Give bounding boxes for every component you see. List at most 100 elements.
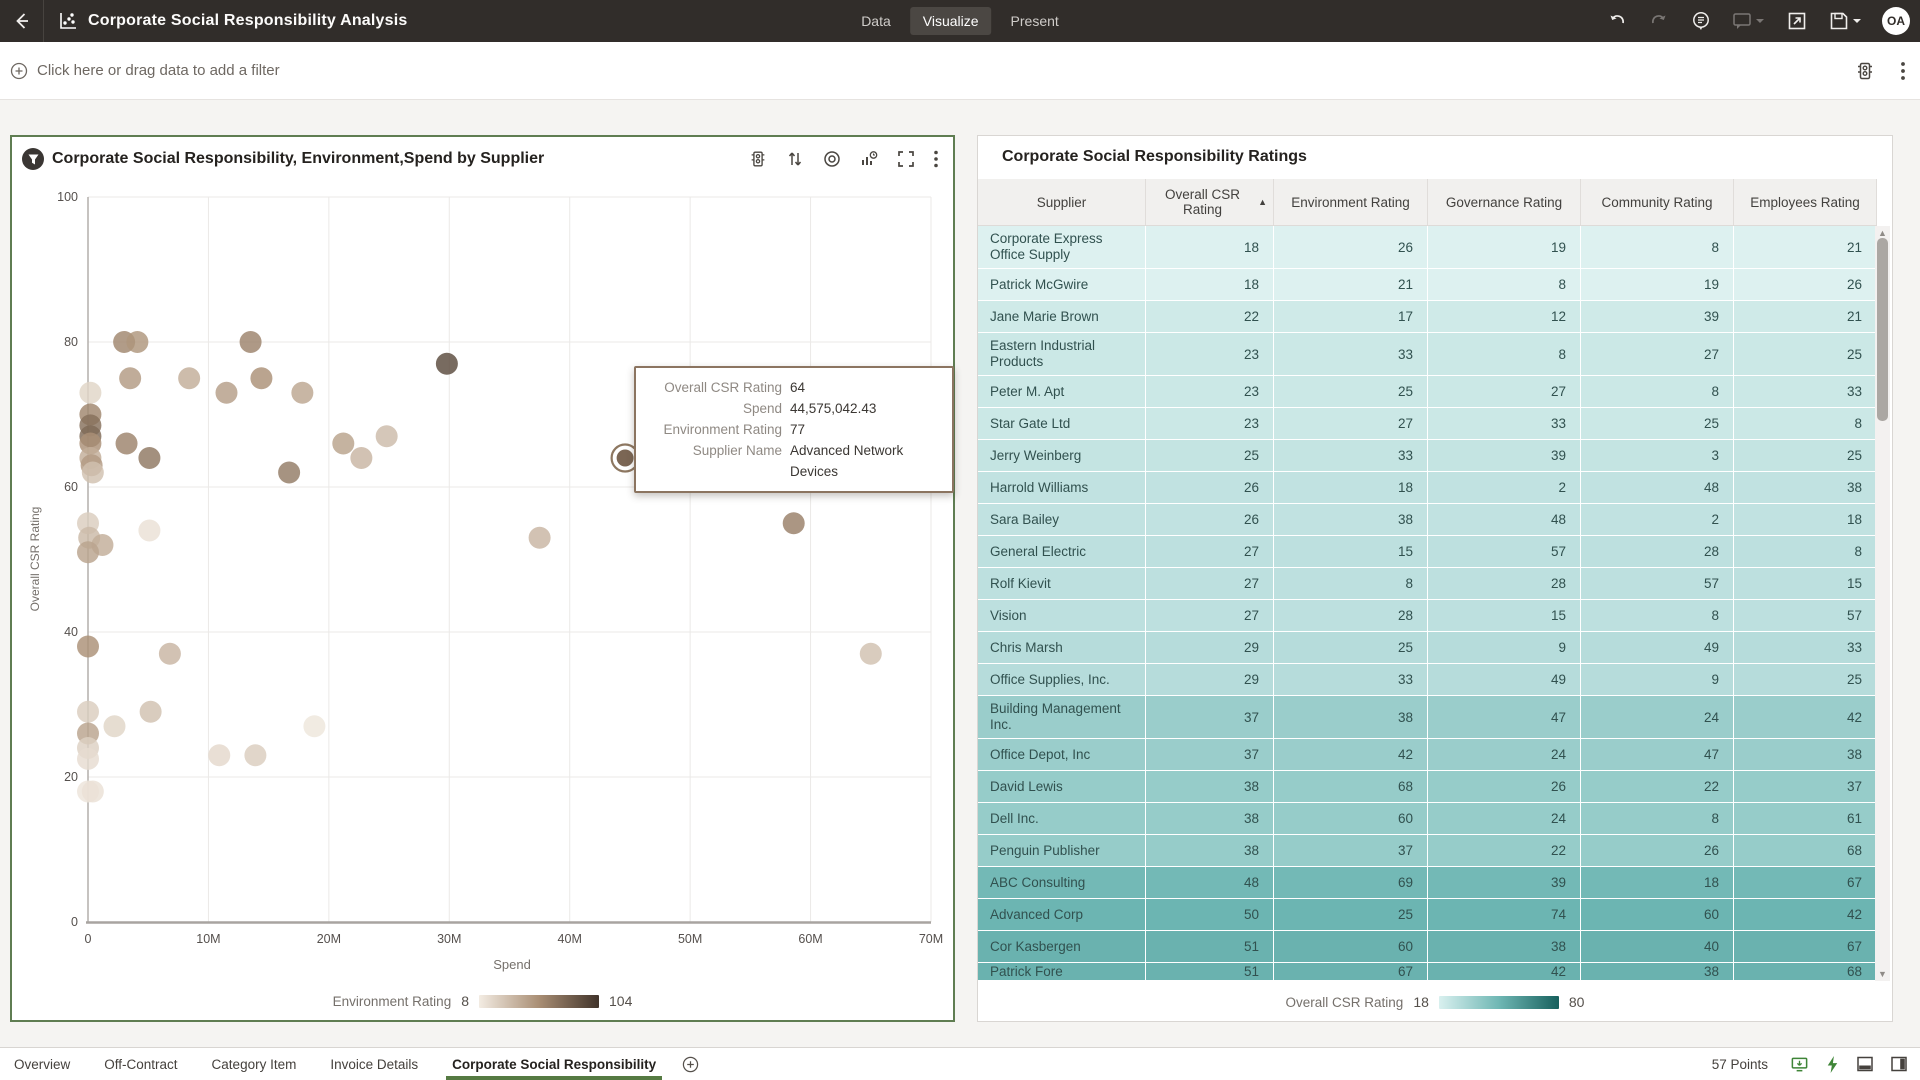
data-point[interactable]	[77, 636, 99, 658]
column-header-supplier[interactable]: Supplier	[978, 179, 1146, 225]
value-cell[interactable]: 42	[1428, 963, 1581, 981]
data-point[interactable]	[77, 748, 99, 770]
value-cell[interactable]: 60	[1274, 931, 1428, 963]
table-row[interactable]: Rolf Kievit278285715	[978, 568, 1877, 600]
value-cell[interactable]: 33	[1274, 440, 1428, 472]
data-point[interactable]	[278, 462, 300, 484]
back-button[interactable]	[0, 0, 44, 42]
value-cell[interactable]: 26	[1146, 504, 1274, 536]
value-cell[interactable]: 48	[1581, 472, 1734, 504]
value-cell[interactable]: 33	[1428, 408, 1581, 440]
value-cell[interactable]: 68	[1274, 771, 1428, 803]
data-point[interactable]	[529, 527, 551, 549]
value-cell[interactable]: 49	[1581, 632, 1734, 664]
scrollbar-thumb[interactable]	[1877, 238, 1888, 421]
table-row[interactable]: Dell Inc.386024861	[978, 803, 1877, 835]
table-row[interactable]: Eastern Industrial Products233382725	[978, 333, 1877, 376]
value-cell[interactable]: 26	[1734, 269, 1877, 301]
supplier-cell[interactable]: ABC Consulting	[978, 867, 1146, 899]
table-row[interactable]: ABC Consulting4869391867	[978, 867, 1877, 899]
table-row[interactable]: General Electric271557288	[978, 536, 1877, 568]
supplier-cell[interactable]: Jane Marie Brown	[978, 301, 1146, 333]
value-cell[interactable]: 25	[1146, 440, 1274, 472]
data-point[interactable]	[250, 367, 272, 389]
value-cell[interactable]: 38	[1146, 803, 1274, 835]
value-cell[interactable]: 39	[1581, 301, 1734, 333]
column-header-employees-rating[interactable]: Employees Rating	[1734, 179, 1877, 225]
value-cell[interactable]: 21	[1734, 301, 1877, 333]
value-cell[interactable]: 9	[1581, 664, 1734, 696]
table-row[interactable]: Patrick McGwire182181926	[978, 269, 1877, 301]
data-point[interactable]	[303, 715, 325, 737]
filter-bar-menu-icon[interactable]	[1900, 60, 1906, 82]
column-header-environment-rating[interactable]: Environment Rating	[1274, 179, 1428, 225]
value-cell[interactable]: 27	[1146, 600, 1274, 632]
value-cell[interactable]: 38	[1581, 963, 1734, 981]
data-point[interactable]	[436, 353, 458, 375]
comments-icon[interactable]	[1732, 10, 1766, 32]
value-cell[interactable]: 37	[1146, 696, 1274, 739]
value-cell[interactable]: 25	[1734, 440, 1877, 472]
data-point[interactable]	[332, 433, 354, 455]
value-cell[interactable]: 21	[1274, 269, 1428, 301]
value-cell[interactable]: 23	[1146, 376, 1274, 408]
table-row[interactable]: Patrick Fore5167423868	[978, 963, 1877, 981]
tab-visualize[interactable]: Visualize	[910, 7, 992, 35]
value-cell[interactable]: 27	[1146, 536, 1274, 568]
value-cell[interactable]: 42	[1274, 739, 1428, 771]
value-cell[interactable]: 8	[1734, 408, 1877, 440]
supplier-cell[interactable]: David Lewis	[978, 771, 1146, 803]
supplier-cell[interactable]: Jerry Weinberg	[978, 440, 1146, 472]
table-row[interactable]: Cor Kasbergen5160384067	[978, 931, 1877, 963]
data-point[interactable]	[178, 367, 200, 389]
supplier-cell[interactable]: Vision	[978, 600, 1146, 632]
data-point[interactable]	[116, 433, 138, 455]
value-cell[interactable]: 15	[1734, 568, 1877, 600]
value-cell[interactable]: 23	[1146, 408, 1274, 440]
data-point[interactable]	[79, 382, 101, 404]
value-cell[interactable]: 48	[1428, 504, 1581, 536]
data-point[interactable]	[240, 331, 262, 353]
add-filter-prompt[interactable]: Click here or drag data to add a filter	[10, 62, 280, 80]
toggle-right-panel-icon[interactable]	[1890, 1055, 1908, 1073]
supplier-cell[interactable]: Star Gate Ltd	[978, 408, 1146, 440]
value-cell[interactable]: 29	[1146, 664, 1274, 696]
value-cell[interactable]: 60	[1274, 803, 1428, 835]
toggle-bottom-panel-icon[interactable]	[1856, 1055, 1874, 1073]
value-cell[interactable]: 38	[1274, 696, 1428, 739]
value-cell[interactable]: 37	[1146, 739, 1274, 771]
table-row[interactable]: Star Gate Ltd232733258	[978, 408, 1877, 440]
data-point[interactable]	[82, 462, 104, 484]
supplier-cell[interactable]: Patrick Fore	[978, 963, 1146, 981]
value-cell[interactable]: 17	[1274, 301, 1428, 333]
data-point[interactable]	[77, 541, 99, 563]
supplier-cell[interactable]: Sara Bailey	[978, 504, 1146, 536]
value-cell[interactable]: 8	[1734, 536, 1877, 568]
value-cell[interactable]: 24	[1428, 803, 1581, 835]
monitor-download-icon[interactable]	[1790, 1055, 1809, 1074]
value-cell[interactable]: 25	[1734, 333, 1877, 376]
data-point[interactable]	[138, 520, 160, 542]
data-point[interactable]	[82, 781, 104, 803]
data-point[interactable]	[376, 425, 398, 447]
supplier-cell[interactable]: Building Management Inc.	[978, 696, 1146, 739]
value-cell[interactable]: 24	[1581, 696, 1734, 739]
value-cell[interactable]: 8	[1581, 226, 1734, 269]
value-cell[interactable]: 67	[1274, 963, 1428, 981]
scroll-down-icon[interactable]: ▼	[1875, 969, 1890, 979]
value-cell[interactable]: 68	[1734, 835, 1877, 867]
supplier-cell[interactable]: Penguin Publisher	[978, 835, 1146, 867]
value-cell[interactable]: 67	[1734, 931, 1877, 963]
value-cell[interactable]: 18	[1581, 867, 1734, 899]
table-row[interactable]: Harrold Williams261824838	[978, 472, 1877, 504]
value-cell[interactable]: 3	[1581, 440, 1734, 472]
value-cell[interactable]: 69	[1274, 867, 1428, 899]
value-cell[interactable]: 24	[1428, 739, 1581, 771]
value-cell[interactable]: 15	[1428, 600, 1581, 632]
value-cell[interactable]: 27	[1146, 568, 1274, 600]
data-point[interactable]	[77, 701, 99, 723]
scatter-chart-panel[interactable]: Corporate Social Responsibility, Environ…	[10, 135, 955, 1022]
value-cell[interactable]: 38	[1734, 739, 1877, 771]
data-point[interactable]	[103, 715, 125, 737]
value-cell[interactable]: 2	[1428, 472, 1581, 504]
